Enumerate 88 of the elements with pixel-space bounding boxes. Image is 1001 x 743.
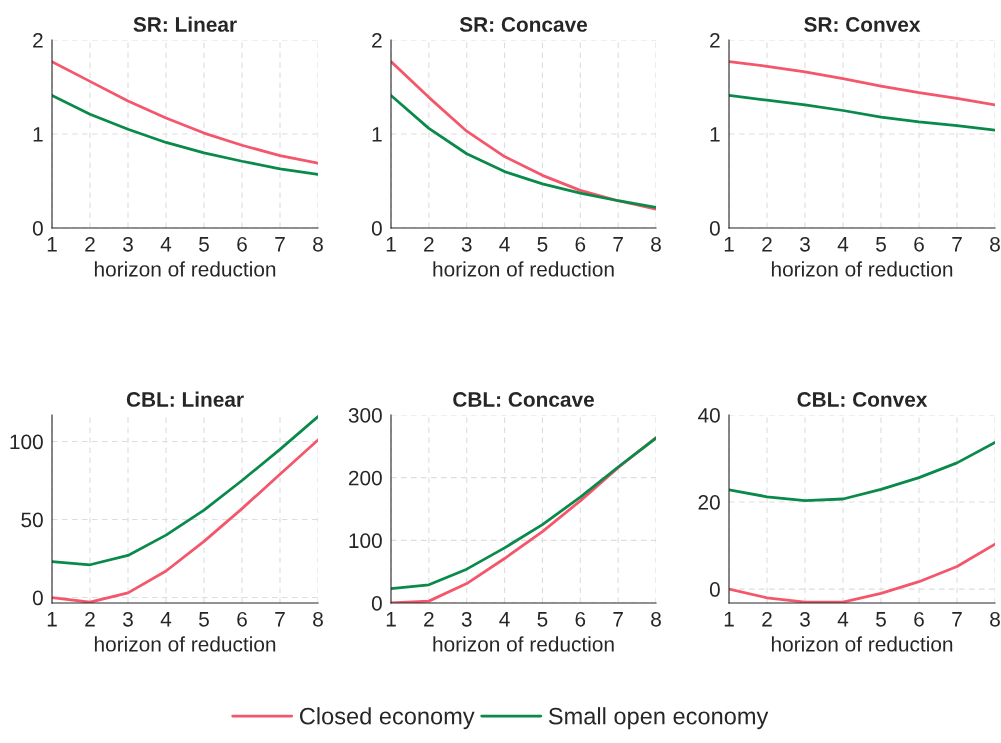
y-tick-label: 50 [21,512,43,528]
chart-title: CBL: Linear [126,391,244,407]
x-tick-label: 2 [762,236,772,252]
y-tick-label: 1 [372,127,382,142]
line-series [391,94,656,209]
x-tick-label: 4 [499,237,510,252]
chart-title: SR: Concave [459,17,588,32]
x-tick-label: 3 [461,611,472,627]
x-tick-label: 4 [837,612,849,627]
legend-label: Closed economy [299,707,475,730]
x-tick-label: 3 [123,236,133,252]
x-tick-label: 8 [990,611,1000,627]
x-tick-label: 8 [651,236,661,252]
chart-title: CBL: Concave [453,392,594,407]
x-tick-label: 2 [424,611,434,627]
x-tick-label: 1 [724,612,734,627]
x-tick-label: 2 [85,236,95,252]
x-tick-label: 6 [914,236,924,252]
x-tick-label: 6 [914,611,924,627]
y-tick-label: 300 [348,408,382,423]
x-tick-label: 3 [800,611,810,627]
x-axis-title: horizon of reduction [433,636,614,652]
x-tick-label: 4 [499,612,510,627]
x-tick-label: 1 [47,612,57,627]
chart-title: SR: Linear [133,16,237,32]
x-tick-label: 2 [85,611,95,627]
x-tick-label: 6 [575,236,586,252]
x-axis-title: horizon of reduction [433,261,614,277]
y-tick-label: 1 [710,127,720,142]
legend-label: Small open economy [548,707,769,730]
x-tick-label: 8 [313,611,323,627]
x-tick-label: 1 [386,237,396,252]
x-tick-label: 8 [990,236,1000,252]
line-series [52,60,318,165]
x-tick-label: 2 [762,611,772,627]
x-tick-label: 7 [275,237,285,252]
x-tick-label: 3 [123,611,133,627]
x-tick-label: 5 [537,612,548,627]
y-tick-label: 2 [710,33,720,48]
x-tick-label: 6 [237,611,247,627]
x-tick-label: 3 [800,236,810,252]
y-tick-label: 0 [709,221,720,236]
x-axis-title: horizon of reduction [771,261,953,277]
x-axis-title: horizon of reduction [94,636,276,652]
y-tick-label: 40 [697,408,720,423]
x-tick-label: 5 [199,237,209,252]
x-tick-label: 8 [313,236,323,252]
x-tick-label: 6 [575,611,586,627]
x-tick-label: 6 [237,236,247,252]
x-tick-label: 7 [613,612,623,627]
line-series [52,94,318,176]
y-tick-label: 0 [32,590,43,606]
x-tick-label: 7 [275,612,285,627]
y-tick-label: 1 [33,127,43,142]
x-tick-label: 1 [724,237,734,252]
y-tick-label: 0 [709,582,720,597]
x-tick-label: 7 [952,612,962,627]
x-tick-label: 1 [47,237,57,252]
x-tick-label: 1 [386,612,396,627]
chart-title: CBL: Convex [797,392,928,407]
x-axis-title: horizon of reduction [94,261,276,277]
y-tick-label: 20 [698,495,720,510]
y-tick-label: 0 [32,221,43,236]
line-series [729,94,995,132]
y-tick-label: 0 [371,221,382,236]
x-tick-label: 4 [160,237,172,252]
x-tick-label: 7 [952,237,962,252]
y-tick-label: 2 [33,33,43,48]
line-series [52,415,318,567]
x-tick-label: 5 [876,237,886,252]
x-tick-label: 4 [160,612,172,627]
chart-title: SR: Convex [804,17,921,32]
line-series [729,441,995,503]
x-tick-label: 5 [537,237,548,252]
x-tick-label: 5 [199,612,209,627]
x-axis-title: horizon of reduction [771,636,953,652]
x-tick-label: 3 [461,236,472,252]
x-tick-label: 7 [613,237,623,252]
x-tick-label: 4 [837,237,849,252]
line-series [729,60,995,107]
y-tick-label: 100 [349,533,382,549]
x-tick-label: 8 [651,611,661,627]
y-tick-label: 200 [348,470,382,486]
y-tick-label: 2 [372,33,382,48]
y-tick-label: 100 [10,434,43,450]
x-tick-label: 5 [876,612,886,627]
x-tick-label: 2 [424,236,434,252]
y-tick-label: 0 [371,596,382,611]
